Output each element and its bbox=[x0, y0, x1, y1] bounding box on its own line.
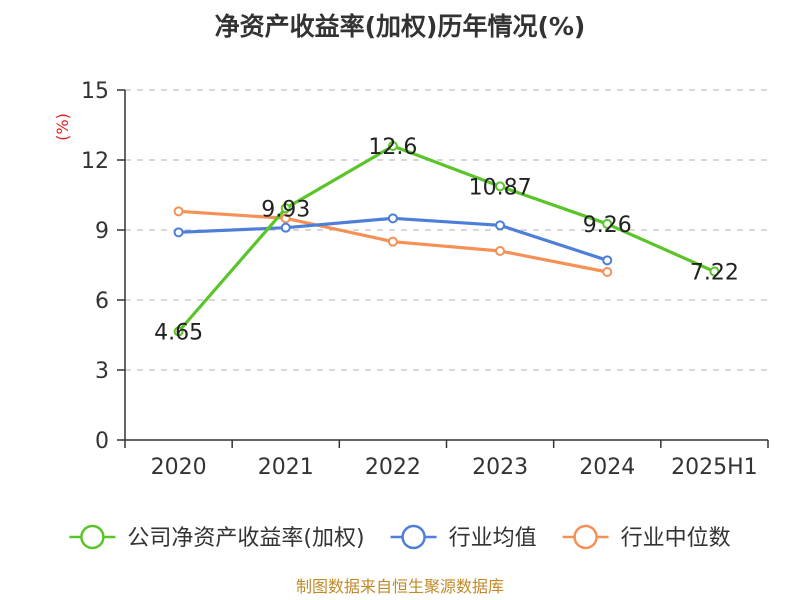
legend-marker-circle bbox=[80, 524, 105, 550]
data-label: 9.93 bbox=[261, 197, 310, 222]
x-tick-label: 2020 bbox=[151, 455, 207, 480]
legend-item: 行业均值 bbox=[390, 524, 537, 551]
data-point bbox=[173, 227, 184, 238]
data-point bbox=[173, 326, 184, 337]
data-labels: 4.65 9.93 12.6 10.87 9.26 7.22 bbox=[154, 135, 739, 346]
legend-item: 公司净资产收益率(加权) bbox=[69, 524, 365, 551]
data-label: 10.87 bbox=[469, 175, 532, 200]
data-point bbox=[602, 218, 613, 229]
axes: 0 3 6 9 12 15 2020 2021 2022 2023 2024 2025H1 bbox=[81, 79, 769, 480]
data-label: 9.26 bbox=[583, 213, 632, 238]
y-tick-label: 6 bbox=[95, 289, 109, 314]
data-point bbox=[387, 236, 398, 247]
data-point bbox=[495, 220, 506, 231]
data-point bbox=[280, 203, 291, 214]
data-point bbox=[602, 267, 613, 277]
data-point bbox=[709, 266, 720, 277]
legend-item: 行业中位数 bbox=[562, 524, 731, 551]
x-tick-label: 2025H1 bbox=[671, 455, 758, 480]
y-tick-label: 0 bbox=[95, 429, 109, 454]
data-point bbox=[495, 181, 506, 192]
y-tick-label: 9 bbox=[95, 219, 109, 244]
y-tick-label: 15 bbox=[81, 79, 109, 104]
data-point bbox=[173, 206, 184, 217]
data-label: 7.22 bbox=[690, 261, 739, 286]
y-tick-label: 12 bbox=[81, 149, 109, 174]
data-point bbox=[602, 255, 613, 266]
legend-marker-circle bbox=[573, 524, 598, 550]
chart-title: 净资产收益率(加权)历年情况(%) bbox=[215, 12, 586, 41]
legend-label: 公司净资产收益率(加权) bbox=[127, 526, 364, 551]
data-point bbox=[280, 213, 291, 224]
series-line bbox=[176, 144, 717, 334]
data-label: 12.6 bbox=[368, 135, 417, 160]
y-tick-label: 3 bbox=[95, 359, 109, 384]
legend: 公司净资产收益率(加权) 行业均值 行业中位数 bbox=[69, 524, 731, 551]
data-label: 4.65 bbox=[154, 321, 203, 346]
series-lines bbox=[173, 141, 720, 337]
legend-label: 行业中位数 bbox=[621, 526, 731, 551]
data-point bbox=[495, 246, 506, 256]
x-tick-label: 2024 bbox=[579, 455, 635, 480]
legend-label: 行业均值 bbox=[449, 526, 537, 551]
x-tick-label: 2022 bbox=[365, 455, 421, 480]
y-axis-unit-label: (%) bbox=[53, 113, 72, 141]
data-point bbox=[387, 141, 398, 151]
x-tick-label: 2021 bbox=[258, 455, 314, 480]
data-point bbox=[280, 222, 291, 233]
data-point bbox=[387, 213, 398, 224]
legend-marker-circle bbox=[401, 524, 426, 550]
source-note: 制图数据来自恒生聚源数据库 bbox=[296, 577, 504, 596]
x-tick-label: 2023 bbox=[472, 455, 528, 480]
